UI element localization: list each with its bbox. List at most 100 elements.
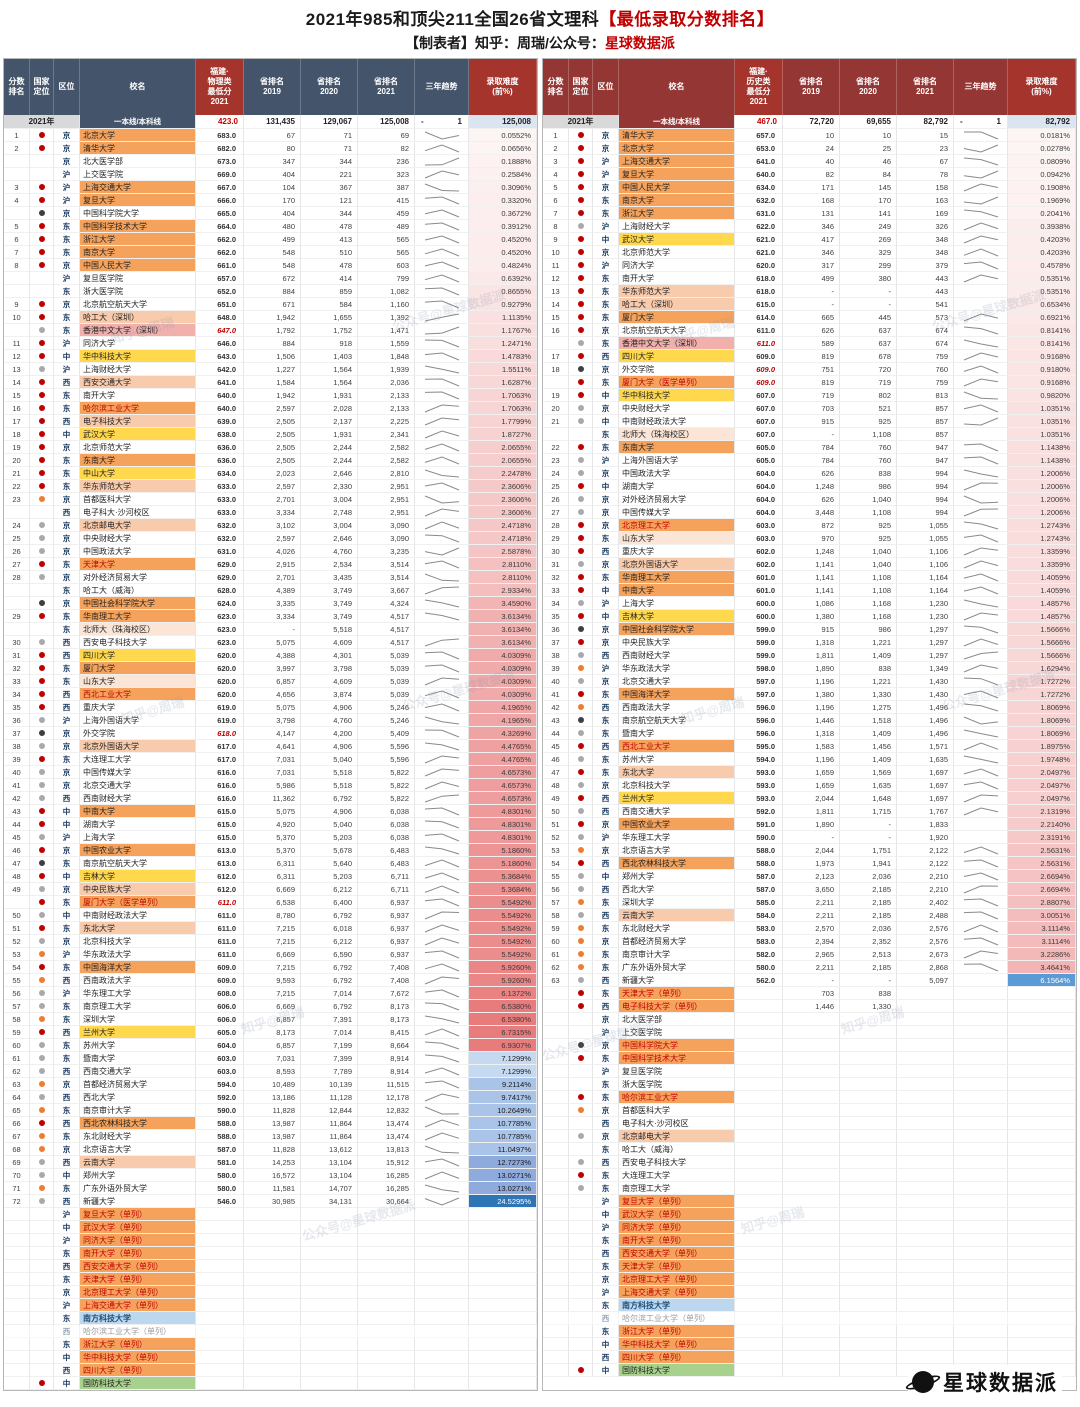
difficulty-cell: 1.1438% <box>1008 441 1076 454</box>
trend-cell <box>954 1130 1008 1143</box>
dot-cell <box>569 1117 593 1130</box>
rank2021-cell: 1,230 <box>897 597 954 610</box>
trend-cell <box>415 636 469 649</box>
trend-sparkline <box>424 1184 459 1192</box>
rank2020-cell: 4,609 <box>301 675 358 688</box>
tier-dot-icon <box>38 704 45 710</box>
dot-cell <box>569 1039 593 1052</box>
rank2021-cell: 8,173 <box>358 1000 415 1013</box>
score-cell: 607.0 <box>735 402 783 415</box>
tier-dot-icon <box>577 509 584 515</box>
rank-cell: 39 <box>4 753 30 766</box>
score-cell: 641.0 <box>735 155 783 168</box>
table-row: 33 中中南大学 601.0 1,141 1,108 1,164 1.4059% <box>543 584 1076 597</box>
trend-cell <box>954 259 1008 272</box>
school-cell: 香港中文大学（深圳） <box>80 324 196 337</box>
rank2021-cell <box>897 1273 954 1286</box>
school-cell: 中国传媒大学 <box>619 506 735 519</box>
trend-cell <box>415 532 469 545</box>
trend-cell <box>415 1065 469 1078</box>
rank-cell <box>4 1325 30 1338</box>
rank-cell: 40 <box>543 675 569 688</box>
school-cell: 南京航空航天大学 <box>619 714 735 727</box>
rank2019-cell: 626 <box>783 493 840 506</box>
table-row: 沪同济大学（单列） <box>4 1234 537 1247</box>
rank2020-cell: 445 <box>840 311 897 324</box>
school-cell: 西北大学 <box>80 1091 196 1104</box>
rank2021-cell: 2,133 <box>358 402 415 415</box>
difficulty-cell: 2.2140% <box>1008 818 1076 831</box>
table-row: 50 西西南交通大学 592.0 1,811 1,715 1,767 2.1319% <box>543 805 1076 818</box>
difficulty-cell: 0.3672% <box>469 207 537 220</box>
rank-cell: 55 <box>543 870 569 883</box>
school-cell: 中南大学 <box>619 584 735 597</box>
rank2020-cell: 925 <box>840 415 897 428</box>
rank2019-cell: 1,792 <box>244 324 301 337</box>
rank2021-cell <box>358 1338 415 1351</box>
trend-cell <box>954 1260 1008 1273</box>
rank2021-cell <box>897 1182 954 1195</box>
rank2019-cell: 6,857 <box>244 1013 301 1026</box>
rank2019-cell: 5,075 <box>244 805 301 818</box>
region-cell: 沪 <box>54 1208 80 1221</box>
region-cell: 京 <box>593 1104 619 1117</box>
region-cell: 中 <box>54 1169 80 1182</box>
tier-dot-icon <box>577 223 584 229</box>
region-cell: 中 <box>593 233 619 246</box>
difficulty-cell: 5.1860% <box>469 844 537 857</box>
dot-cell <box>569 896 593 909</box>
score-cell: 611.0 <box>735 324 783 337</box>
rank-cell <box>4 1286 30 1299</box>
difficulty-cell: 0.6921% <box>1008 311 1076 324</box>
rank2019-cell: 884 <box>244 285 301 298</box>
school-cell: 哈工大（威海） <box>80 584 196 597</box>
region-cell: 东 <box>54 285 80 298</box>
tier-dot-icon <box>38 522 45 528</box>
region-cell: 东 <box>593 1260 619 1273</box>
dot-cell <box>569 1026 593 1039</box>
rank-cell: 5 <box>4 220 30 233</box>
rank2019-cell: 82 <box>783 168 840 181</box>
table-row: 东南开大学（单列） <box>4 1247 537 1260</box>
trend-cell <box>954 363 1008 376</box>
difficulty-cell: 11.0497% <box>469 1143 537 1156</box>
dot-cell <box>569 311 593 324</box>
trend-sparkline <box>424 1197 459 1206</box>
region-cell: 东 <box>593 688 619 701</box>
school-cell: 清华大学 <box>80 142 196 155</box>
trend-sparkline <box>963 806 998 815</box>
trend-cell <box>954 1247 1008 1260</box>
rank2021-cell: 2,673 <box>897 948 954 961</box>
rank-cell: 53 <box>543 844 569 857</box>
region-cell: 东 <box>54 558 80 571</box>
rank2021-cell: 15,912 <box>358 1156 415 1169</box>
school-cell: 中国社会科学院大学 <box>619 623 735 636</box>
rank2019-cell: 2,701 <box>244 493 301 506</box>
rank2019-cell: 4,388 <box>244 649 301 662</box>
rank2020-cell: 2,185 <box>840 896 897 909</box>
dot-cell <box>569 922 593 935</box>
difficulty-cell <box>469 1364 537 1377</box>
score-cell <box>735 1065 783 1078</box>
rank2020-cell: 7,014 <box>301 1026 358 1039</box>
trend-cell <box>415 623 469 636</box>
rank-cell: 25 <box>4 532 30 545</box>
tier-dot-icon <box>577 938 584 944</box>
dot-cell <box>30 636 54 649</box>
trend-sparkline <box>424 1054 459 1062</box>
school-cell: 中国农业大学 <box>80 844 196 857</box>
trend-sparkline <box>424 1118 459 1127</box>
rank2021-cell: 857 <box>897 415 954 428</box>
tier-dot-icon <box>577 548 584 554</box>
rank2019-cell: 3,448 <box>783 506 840 519</box>
trend-sparkline <box>424 183 459 191</box>
rank2021-cell: 1,164 <box>897 571 954 584</box>
score-cell: 588.0 <box>196 1130 244 1143</box>
region-cell: 西 <box>54 636 80 649</box>
school-cell: 山东大学 <box>80 675 196 688</box>
table-row: 58 西云南大学 584.0 2,211 2,185 2,488 3.0051% <box>543 909 1076 922</box>
rank2021-cell: 2,210 <box>897 870 954 883</box>
rank2020-cell <box>840 1156 897 1169</box>
school-cell: 湖南大学 <box>80 818 196 831</box>
dot-cell <box>30 571 54 584</box>
